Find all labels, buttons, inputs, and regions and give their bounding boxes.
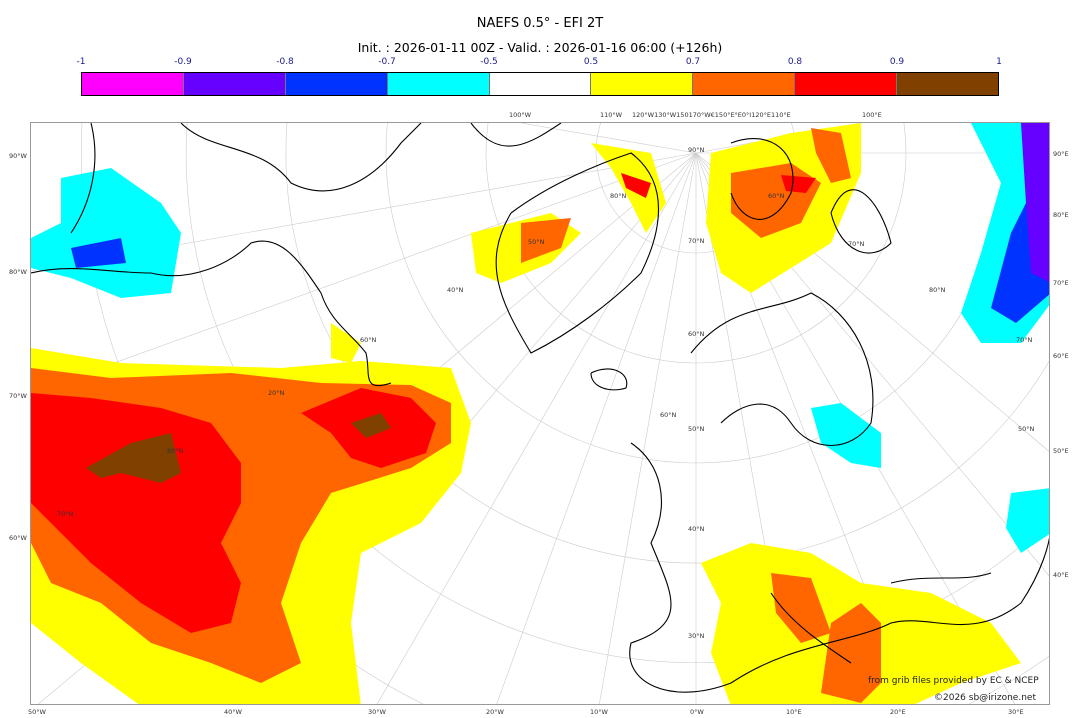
colorbar-segment <box>387 73 490 95</box>
axis-label: 90°E <box>1053 150 1069 158</box>
axis-label: 20°E <box>890 708 906 716</box>
coastlines <box>31 123 1049 693</box>
map-subtitle: Init. : 2026-01-11 00Z - Valid. : 2026-0… <box>357 40 723 55</box>
axis-label: 120°W130°W150170°W€150°E°E0°I120°E <box>632 111 771 119</box>
colorbar-tick: -0.9 <box>174 57 192 67</box>
colorbar-tick: -1 <box>76 57 86 67</box>
axis-label: 50°N <box>1018 425 1035 433</box>
axis-label: 80°E <box>1053 211 1069 219</box>
source-credit: from grib files provided by EC & NCEP <box>868 676 1039 686</box>
axis-label: 60°E <box>1053 352 1069 360</box>
axis-label: 40°N <box>447 286 464 294</box>
colorbar-tick: 1 <box>996 57 1002 67</box>
axis-label: 50°N <box>688 425 705 433</box>
colorbar-tick: 0.7 <box>685 57 701 67</box>
axis-label: 80°W <box>9 268 27 276</box>
colorbar-tick: 0.9 <box>889 57 905 67</box>
colorbar-segment <box>693 73 796 95</box>
colorbar-tick: 0.8 <box>787 57 803 67</box>
axis-label: 110°E <box>771 111 791 119</box>
axis-label: 100°W <box>509 111 532 119</box>
colorbar-segment <box>285 73 388 95</box>
colorbar-segment <box>897 73 999 95</box>
axis-label: 30°W <box>368 708 386 716</box>
axis-label: 80°N <box>929 286 946 294</box>
axis-label: 40°W <box>224 708 242 716</box>
axis-label: 10°E <box>786 708 802 716</box>
efi-brown-areas <box>86 413 391 483</box>
efi-map <box>31 123 1049 704</box>
axis-label: 90°W <box>9 152 27 160</box>
axis-label: 40°N <box>688 525 705 533</box>
axis-label: 70°N <box>1016 336 1033 344</box>
axis-label: 70°W <box>9 392 27 400</box>
axis-label: 70°N <box>688 237 705 245</box>
axis-label: 0°W <box>690 708 704 716</box>
colorbar-tick: -0.5 <box>480 57 498 67</box>
axis-label: 70°N <box>57 510 74 518</box>
axis-label: 70°E <box>1053 279 1069 287</box>
axis-label: 20°N <box>268 389 285 397</box>
axis-label: 110°W <box>600 111 623 119</box>
axis-label: 10°W <box>590 708 608 716</box>
colorbar <box>81 72 999 96</box>
axis-label: 60°N <box>360 336 377 344</box>
axis-label: 80°N <box>167 447 184 455</box>
axis-label: 80°N <box>610 192 627 200</box>
map-title: NAEFS 0.5° - EFI 2T <box>476 16 604 31</box>
copyright-credit: ©2026 sb@irizone.net <box>934 693 1036 703</box>
axis-label: 60°W <box>9 534 27 542</box>
axis-label: 70°N <box>848 240 865 248</box>
colorbar-segment <box>795 73 898 95</box>
axis-label: 60°N <box>768 192 785 200</box>
colorbar-segment <box>591 73 694 95</box>
axis-label: 90°N <box>688 146 705 154</box>
axis-label: 30°E <box>1008 708 1024 716</box>
map-panel <box>30 122 1050 705</box>
colorbar-tick: -0.8 <box>276 57 294 67</box>
colorbar-segment <box>82 73 184 95</box>
axis-label: 30°N <box>688 632 705 640</box>
axis-label: 20°W <box>486 708 504 716</box>
axis-label: 50°W <box>28 708 46 716</box>
latitude-arc <box>285 123 1049 564</box>
axis-label: 100°E <box>862 111 882 119</box>
axis-label: 50°E <box>1053 447 1069 455</box>
axis-label: 60°N <box>660 411 677 419</box>
colorbar-segment <box>183 73 286 95</box>
colorbar-segment <box>489 73 592 95</box>
axis-label: 50°N <box>528 238 545 246</box>
colorbar-tick: -0.7 <box>378 57 396 67</box>
latitude-arc <box>968 656 1049 704</box>
axis-label: 40°E <box>1053 571 1069 579</box>
colorbar-tick: 0.5 <box>583 57 599 67</box>
axis-label: 60°N <box>688 330 705 338</box>
efi-purple-areas <box>1021 123 1049 282</box>
